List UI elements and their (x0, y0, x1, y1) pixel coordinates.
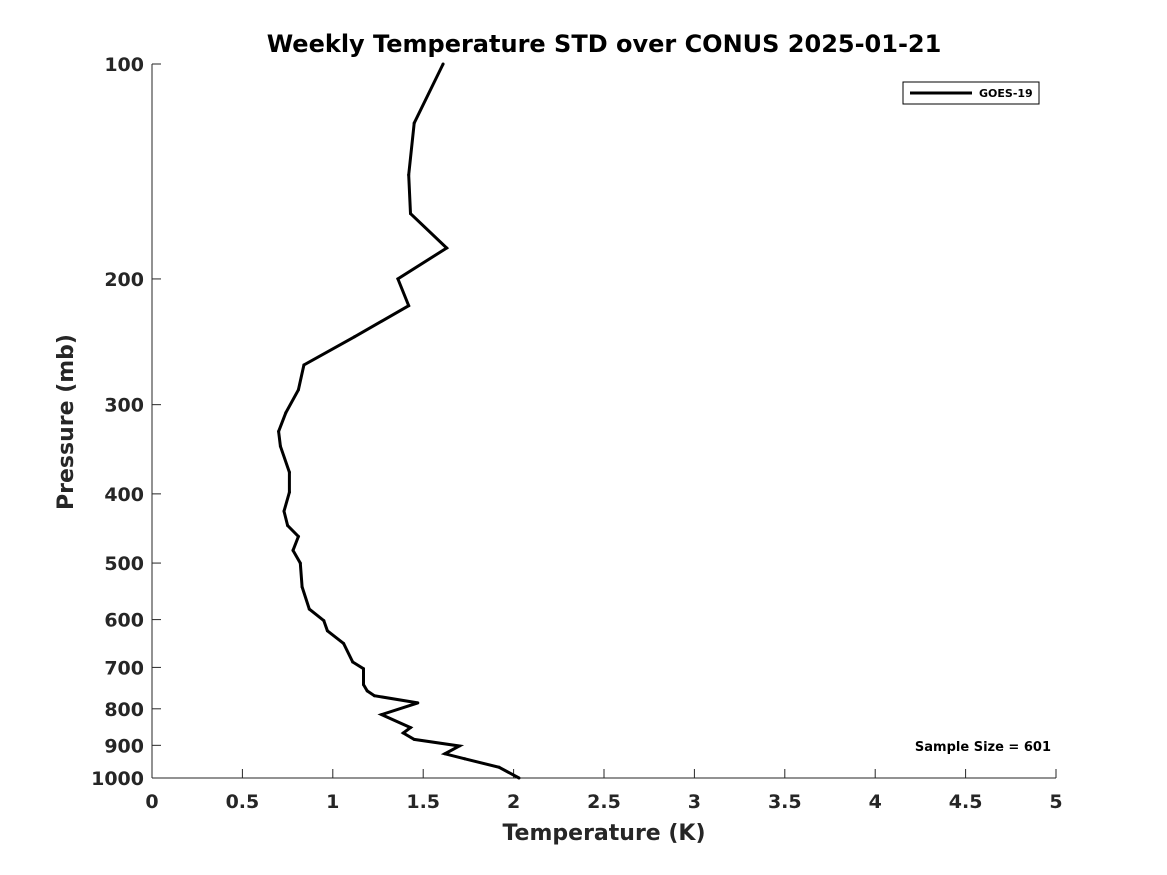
series-point (277, 429, 281, 433)
y-axis-ticks: 100 200 300 400 500 600 700 800 900 1000 (91, 54, 161, 790)
y-tick-label: 700 (104, 657, 144, 679)
series-point (380, 713, 384, 717)
axes (151, 64, 1056, 779)
legend-label-goes-19: GOES-19 (979, 87, 1033, 100)
series-point (412, 121, 416, 125)
y-tick-label: 300 (104, 395, 144, 417)
sample-size-annotation: Sample Size = 601 (915, 740, 1051, 755)
series-point (287, 470, 291, 474)
series-point (291, 548, 295, 552)
y-tick-label: 100 (104, 54, 144, 76)
series-point (362, 683, 365, 687)
series-point (407, 173, 411, 177)
chart-title: Weekly Temperature STD over CONUS 2025-0… (267, 30, 942, 58)
series-point (296, 388, 300, 392)
series-point (302, 363, 306, 367)
series-point (353, 335, 356, 339)
series-point (412, 737, 416, 741)
series-point (441, 62, 445, 66)
legend: GOES-19 (902, 81, 1040, 105)
series-point (287, 490, 291, 494)
series-point (278, 444, 282, 448)
series-point (362, 667, 365, 671)
series-point (365, 689, 369, 693)
y-tick-label: 200 (104, 269, 144, 291)
series-point (296, 535, 300, 538)
series-line-goes-19 (277, 63, 520, 780)
y-tick-label: 600 (104, 610, 144, 632)
series-point (282, 509, 286, 513)
series-point (407, 304, 411, 308)
series-point (372, 694, 376, 698)
x-tick-label: 3 (688, 791, 701, 813)
y-tick-label: 900 (104, 735, 144, 757)
y-axis-label: Pressure (mb) (54, 334, 79, 510)
y-tick-label: 400 (104, 484, 144, 506)
series-point (517, 776, 521, 780)
series-point (497, 765, 501, 769)
series-point (300, 585, 304, 589)
series-point (322, 619, 326, 623)
series-point (342, 642, 346, 645)
x-tick-label: 4 (869, 791, 882, 813)
x-tick-label: 3.5 (768, 791, 802, 813)
x-tick-label: 1.5 (406, 791, 440, 813)
series-point (409, 212, 412, 216)
series-point (463, 757, 467, 761)
series-point (325, 629, 329, 633)
series-point (307, 607, 311, 611)
series-point (445, 246, 449, 250)
series-point (443, 752, 447, 756)
series-point (286, 524, 290, 527)
y-tick-label: 500 (104, 553, 144, 575)
x-tick-label: 0 (145, 791, 158, 813)
x-tick-label: 1 (326, 791, 339, 813)
series-group (277, 62, 521, 780)
x-tick-label: 0.5 (226, 791, 260, 813)
series-point (298, 561, 302, 565)
series-point (284, 411, 288, 415)
x-tick-label: 5 (1049, 791, 1062, 813)
series-point (401, 731, 405, 735)
y-tick-label: 1000 (91, 768, 144, 790)
series-point (457, 744, 461, 748)
series-point (416, 701, 420, 705)
series-point (409, 726, 412, 730)
series-point (396, 277, 400, 281)
series-point (351, 660, 355, 664)
x-axis-label: Temperature (K) (502, 821, 705, 846)
x-tick-label: 2.5 (587, 791, 621, 813)
x-tick-label: 4.5 (949, 791, 983, 813)
x-axis-ticks: 0 0.5 1 1.5 2 2.5 3 3.5 4 4.5 5 (145, 769, 1063, 813)
y-tick-label: 800 (104, 699, 144, 721)
x-tick-label: 2 (507, 791, 520, 813)
